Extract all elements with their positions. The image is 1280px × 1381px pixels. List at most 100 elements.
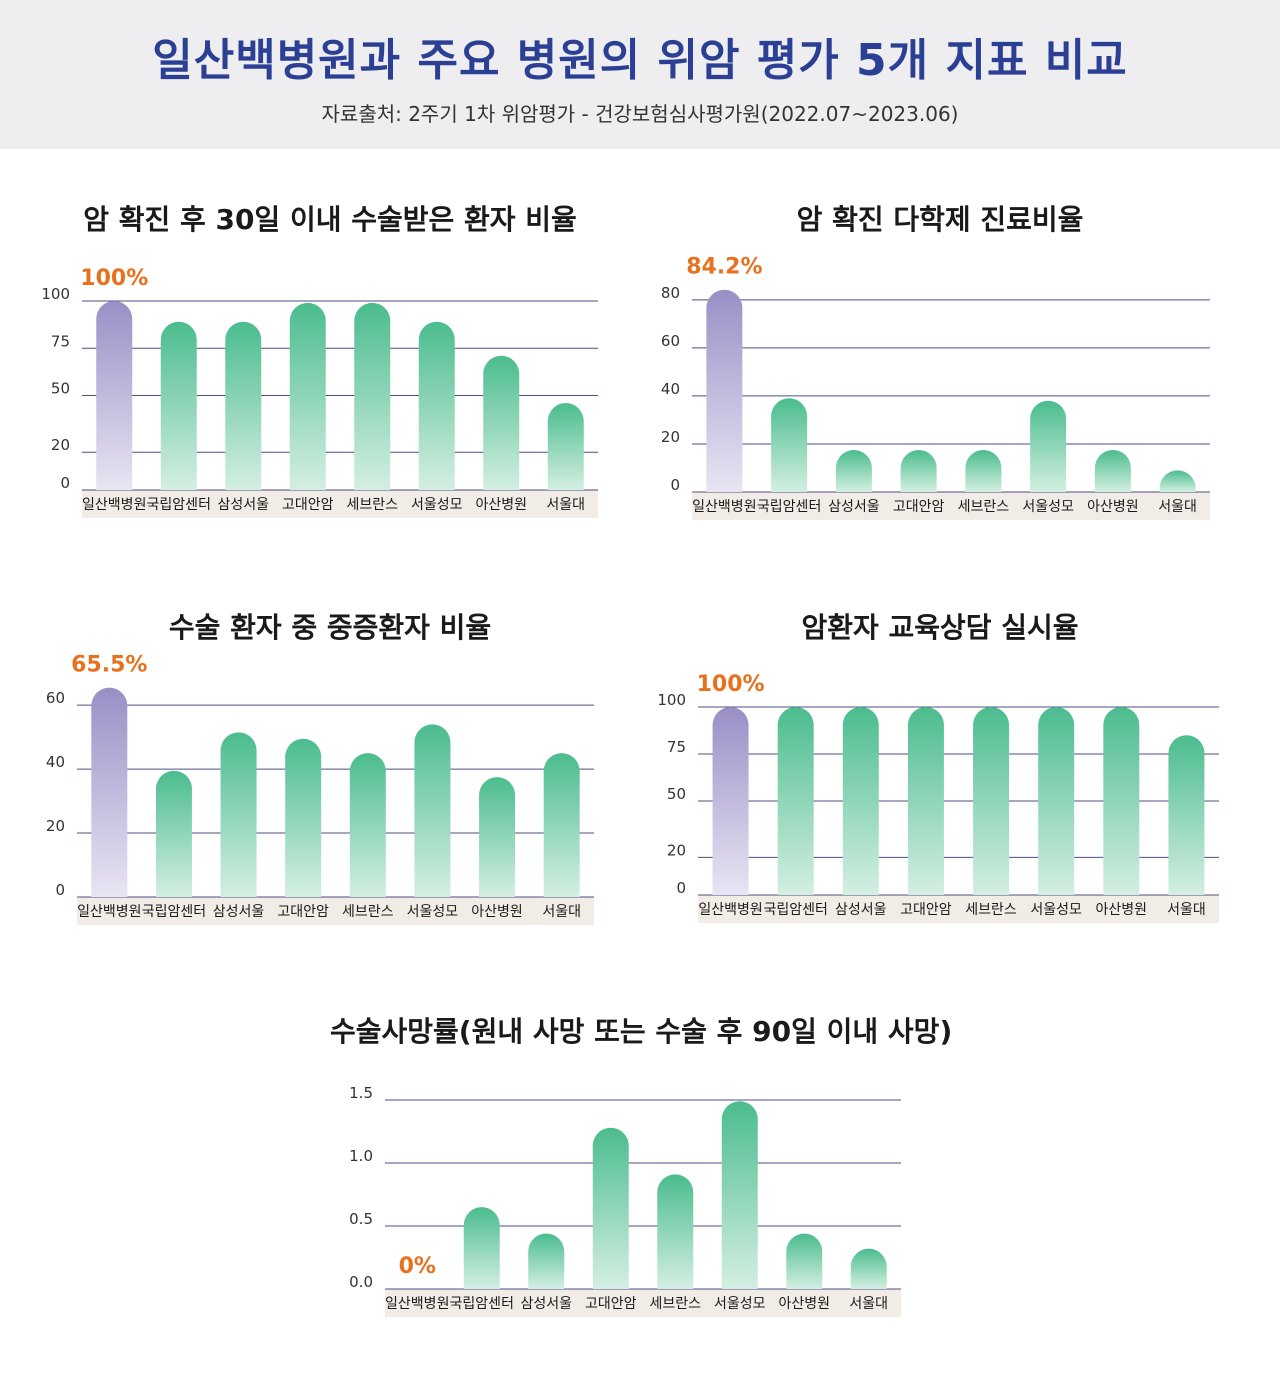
bar	[418, 321, 455, 490]
y-tick-label: 20	[667, 841, 686, 859]
y-tick-label: 1.5	[349, 1084, 373, 1102]
bar	[289, 302, 326, 490]
bar	[1094, 449, 1131, 492]
category-label-band	[82, 490, 598, 518]
bar	[547, 403, 584, 490]
bar	[479, 777, 516, 897]
x-tick-label: 아산병원	[1087, 499, 1139, 515]
highlight-value-label: 0%	[399, 1254, 436, 1279]
x-tick-label: 서울대	[1167, 902, 1206, 918]
bar	[285, 738, 322, 897]
bar	[483, 355, 520, 490]
chart-svg: 0 20 50 75 100 일산백병원 100% 국립암센터 삼성서울 고대안암 세브란스 서울성모…	[41, 266, 598, 518]
highlight-bar	[712, 707, 749, 895]
y-tick-label: 0.5	[349, 1210, 373, 1228]
x-tick-label: 서울성모	[411, 497, 463, 513]
bar	[220, 732, 257, 897]
chart-svg: 0 20 40 60 일산백병원 65.5% 국립암센터 삼성서울 고대안암 세브란스 서울성모 아산…	[46, 653, 594, 925]
highlight-value-label: 100%	[697, 672, 765, 697]
chart-surgery-within-30-days: 암 확진 후 30일 이내 수술받은 환자 비율 0 20 50 75 100 일산백병원…	[40, 198, 620, 528]
x-tick-label: 삼성서울	[217, 497, 269, 513]
x-tick-label: 국립암센터	[757, 499, 821, 515]
y-tick-label: 80	[661, 284, 680, 302]
x-tick-label: 국립암센터	[450, 1296, 514, 1312]
x-tick-label: 고대안암	[282, 497, 334, 513]
bar	[786, 1233, 823, 1289]
y-tick-label: 100	[657, 691, 686, 709]
x-tick-label: 아산병원	[1096, 902, 1148, 918]
highlight-bar	[91, 687, 128, 897]
y-tick-label: 40	[46, 753, 65, 771]
y-tick-label: 40	[661, 380, 680, 398]
bar	[900, 449, 937, 492]
bar	[842, 707, 879, 895]
chart-svg: 0.0 0.5 1.0 1.5 일산백병원 0% 국립암센터 삼성서울 고대안암 세브란스 서울성모…	[349, 1084, 901, 1317]
x-tick-label: 고대안암	[585, 1296, 637, 1312]
chart-title: 암 확진 다학제 진료비율	[796, 203, 1084, 236]
x-tick-label: 국립암센터	[142, 904, 206, 920]
bar	[155, 770, 192, 897]
x-tick-label: 아산병원	[778, 1296, 830, 1312]
highlight-value-label: 65.5%	[71, 653, 147, 678]
bar	[543, 753, 580, 897]
bar	[592, 1127, 629, 1289]
bar	[657, 1174, 694, 1289]
y-tick-label: 20	[51, 436, 70, 454]
chart-surgical-mortality: 수술사망률(원내 사망 또는 수술 후 90일 이내 사망) 0.0 0.5 1.0…	[330, 1010, 953, 1330]
category-label-band	[698, 895, 1219, 923]
bar	[349, 753, 386, 897]
chart-title: 암환자 교육상담 실시율	[801, 611, 1079, 644]
x-tick-label: 서울성모	[407, 904, 459, 920]
x-tick-label: 서울성모	[714, 1296, 766, 1312]
x-tick-label: 서울성모	[1030, 902, 1082, 918]
bar	[463, 1207, 500, 1289]
chart-multidisciplinary-care: 암 확진 다학제 진료비율 0 20 40 60 80 일산백병원 84.2% 국립암센터 삼성…	[650, 198, 1230, 528]
y-tick-label: 0	[670, 476, 680, 494]
x-tick-label: 서울대	[542, 904, 581, 920]
chart-title: 수술사망률(원내 사망 또는 수술 후 90일 이내 사망)	[330, 1015, 953, 1048]
y-tick-label: 20	[661, 428, 680, 446]
x-tick-label: 고대안암	[277, 904, 329, 920]
y-tick-label: 0	[676, 879, 686, 897]
x-tick-label: 서울성모	[1022, 499, 1074, 515]
x-tick-label: 세브란스	[965, 902, 1017, 918]
bar	[354, 302, 391, 490]
highlight-bar	[96, 301, 133, 490]
x-tick-label: 아산병원	[475, 497, 527, 513]
y-tick-label: 75	[51, 332, 70, 350]
chart-svg: 0 20 40 60 80 일산백병원 84.2% 국립암센터 삼성서울 고대안암 세브란스 서울성모…	[661, 255, 1210, 520]
x-tick-label: 세브란스	[649, 1296, 701, 1312]
x-tick-label: 일산백병원	[385, 1296, 449, 1312]
bar	[850, 1248, 887, 1289]
x-tick-label: 고대안암	[900, 902, 952, 918]
y-tick-label: 1.0	[349, 1147, 373, 1165]
highlight-bar	[706, 289, 743, 492]
y-tick-label: 60	[661, 332, 680, 350]
category-label-band	[77, 897, 594, 925]
chart-education-counseling: 암환자 교육상담 실시율 0 20 50 75 100 일산백병원 100% 국립암센터 삼성서…	[650, 606, 1230, 936]
bar	[225, 321, 262, 490]
bar	[1103, 707, 1140, 895]
bar	[771, 398, 808, 492]
x-tick-label: 국립암센터	[147, 497, 211, 513]
chart-title: 암 확진 후 30일 이내 수술받은 환자 비율	[83, 203, 577, 236]
highlight-value-label: 100%	[80, 266, 148, 291]
x-tick-label: 아산병원	[471, 904, 523, 920]
y-tick-label: 75	[667, 738, 686, 756]
x-tick-label: 국립암센터	[763, 902, 827, 918]
x-tick-label: 삼성서울	[213, 904, 265, 920]
category-label-band	[385, 1289, 901, 1317]
bar	[721, 1101, 758, 1289]
x-tick-label: 서울대	[849, 1296, 888, 1312]
x-tick-label: 일산백병원	[692, 499, 756, 515]
bar	[1038, 707, 1075, 895]
y-tick-label: 60	[46, 689, 65, 707]
bar	[835, 449, 872, 492]
bar	[907, 707, 944, 895]
bar	[1030, 400, 1067, 492]
chart-svg: 0 20 50 75 100 일산백병원 100% 국립암센터 삼성서울 고대안암 세브란스 서울성모…	[657, 672, 1219, 923]
category-label-band	[692, 492, 1210, 520]
x-tick-label: 세브란스	[346, 497, 398, 513]
y-tick-label: 20	[46, 817, 65, 835]
bar	[160, 321, 197, 490]
